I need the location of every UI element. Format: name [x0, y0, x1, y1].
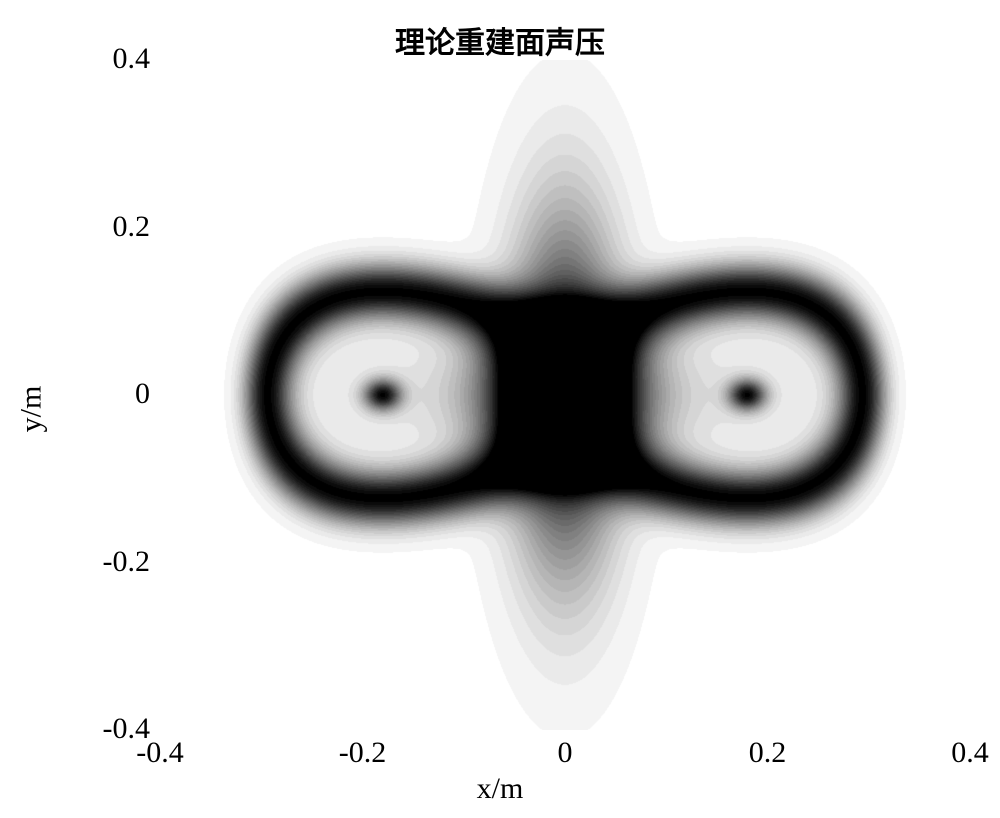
xtick-0: -0.4 — [120, 736, 200, 770]
chart-title: 理论重建面声压 — [0, 18, 1000, 62]
ytick-1: 0.2 — [60, 210, 150, 244]
ytick-2: 0 — [60, 377, 150, 411]
ytick-0: 0.4 — [60, 42, 150, 76]
chart-container: 理论重建面声压 y/m x/m 0.4 0.2 0 -0.2 -0.4 -0.4… — [0, 0, 1000, 818]
ytick-3: -0.2 — [60, 545, 150, 579]
x-axis-label: x/m — [0, 772, 1000, 806]
heatmap-plot — [160, 60, 970, 730]
y-axis-label: y/m — [14, 386, 48, 433]
xtick-4: 0.4 — [930, 736, 1000, 770]
xtick-3: 0.2 — [728, 736, 808, 770]
xtick-1: -0.2 — [323, 736, 403, 770]
xtick-2: 0 — [525, 736, 605, 770]
